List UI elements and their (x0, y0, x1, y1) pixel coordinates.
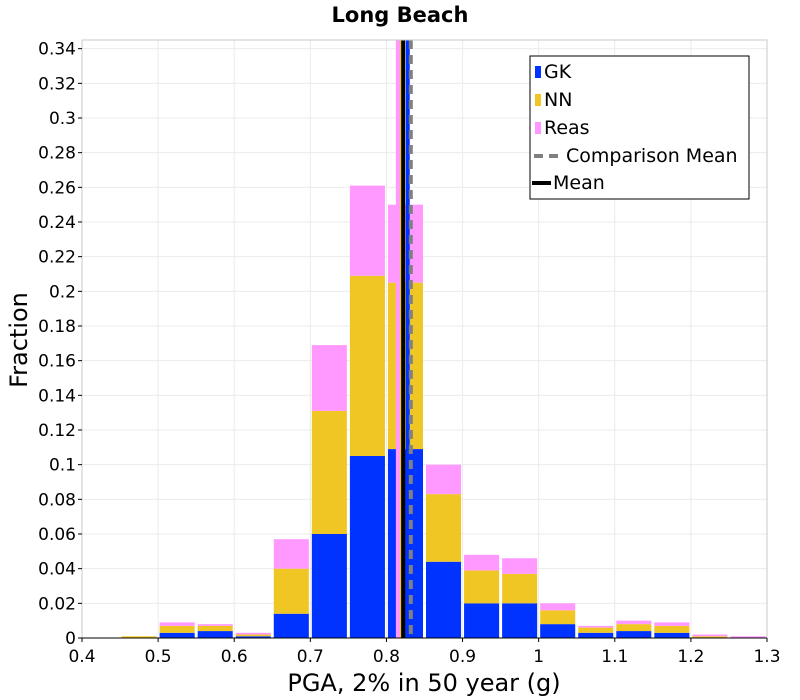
bar-reas (540, 603, 576, 611)
bar-reas (730, 636, 766, 638)
bar-nn (121, 636, 157, 638)
bar-reas (235, 632, 271, 635)
y-tick-label: 0.2 (49, 282, 76, 302)
bar-reas (464, 554, 500, 571)
bar-nn (159, 625, 195, 633)
y-tick-label: 0.04 (38, 560, 76, 580)
chart-title: Long Beach (332, 3, 469, 27)
bar-nn (273, 568, 309, 614)
y-tick-label: 0.28 (38, 144, 76, 164)
y-tick-label: 0.34 (38, 40, 76, 60)
x-tick-label: 1 (533, 647, 544, 667)
y-tick-label: 0.08 (38, 490, 76, 510)
bar-nn (502, 573, 538, 604)
bar-nn (426, 494, 462, 562)
y-tick-labels: 0 0.02 0.04 0.06 0.08 0.1 0.12 0.14 0.16 0.18 0.2 0… (38, 40, 82, 649)
bar-reas (197, 624, 233, 626)
legend-label-reas: Reas (544, 117, 590, 139)
legend: GK NN Reas Comparison Mean Mean (529, 55, 750, 200)
legend-swatch-nn (535, 94, 541, 106)
y-tick-label: 0.24 (38, 213, 76, 233)
y-axis-label: Fraction (5, 292, 33, 388)
bar-nn (197, 625, 233, 632)
y-tick-label: 0.02 (38, 594, 76, 614)
x-tick-label: 0.7 (297, 647, 324, 667)
bar-nn (311, 410, 347, 534)
legend-label-nn: NN (544, 89, 572, 111)
y-tick-label: 0.1 (49, 456, 76, 476)
bar-nn (692, 636, 728, 638)
bar-reas (616, 620, 652, 625)
bar-reas (273, 539, 309, 569)
bar-gk (654, 632, 690, 638)
x-tick-labels: 0.4 0.5 0.6 0.7 0.8 0.9 1 1.1 1.2 1.3 (68, 638, 781, 667)
bar-gk (235, 636, 271, 638)
bar-nn (616, 624, 652, 632)
legend-box (529, 55, 750, 200)
y-tick-label: 0.14 (38, 386, 76, 406)
legend-label-mean: Mean (553, 172, 605, 194)
legend-label-comparison-mean: Comparison Mean (566, 145, 738, 167)
bar-reas (654, 622, 690, 626)
bar-reas (159, 622, 195, 626)
y-tick-label: 0.18 (38, 317, 76, 337)
y-tick-label: 0 (65, 629, 76, 649)
bar-reas (387, 204, 423, 283)
legend-label-gk: GK (544, 61, 572, 83)
bar-gk (197, 631, 233, 638)
bar-gk (540, 624, 576, 638)
bar-reas (692, 634, 728, 637)
bar-reas (311, 345, 347, 411)
bar-nn (235, 634, 271, 637)
bar-gk (159, 632, 195, 638)
bar-reas (578, 625, 614, 628)
bar-gk (426, 561, 462, 638)
y-tick-label: 0.06 (38, 525, 76, 545)
y-tick-label: 0.3 (49, 109, 76, 129)
x-tick-label: 0.8 (373, 647, 400, 667)
bar-nn (349, 275, 385, 456)
mean-lines-layer (395, 40, 413, 638)
x-tick-label: 0.5 (145, 647, 172, 667)
x-tick-label: 0.6 (221, 647, 248, 667)
bar-layer (121, 185, 766, 638)
bar-gk (387, 449, 423, 638)
x-tick-label: 0.4 (68, 647, 95, 667)
bar-gk (578, 632, 614, 638)
bar-gk (464, 603, 500, 638)
bar-nn (387, 282, 423, 450)
x-tick-label: 1.3 (753, 647, 780, 667)
x-tick-label: 1.1 (601, 647, 628, 667)
y-tick-label: 0.16 (38, 352, 76, 372)
y-tick-label: 0.22 (38, 248, 76, 268)
bar-reas (502, 558, 538, 574)
legend-swatch-reas (535, 122, 541, 134)
legend-swatch-gk (535, 66, 541, 78)
y-tick-label: 0.12 (38, 421, 76, 441)
y-tick-label: 0.26 (38, 178, 76, 198)
bar-gk (616, 631, 652, 638)
x-axis-label: PGA, 2% in 50 year (g) (287, 669, 560, 697)
bar-nn (654, 625, 690, 633)
bar-reas (426, 464, 462, 495)
y-tick-label: 0.32 (38, 74, 76, 94)
x-tick-label: 0.9 (449, 647, 476, 667)
bar-nn (540, 610, 576, 625)
bar-gk (502, 603, 538, 638)
bar-nn (578, 627, 614, 633)
bar-gk (311, 534, 347, 638)
bar-gk (273, 613, 309, 638)
bar-nn (464, 570, 500, 604)
x-tick-label: 1.2 (677, 647, 704, 667)
bar-reas (349, 185, 385, 276)
bar-gk (349, 456, 385, 638)
